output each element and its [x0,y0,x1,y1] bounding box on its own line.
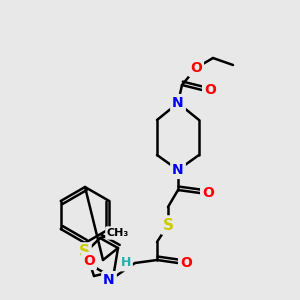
Text: O: O [190,61,202,75]
Text: O: O [204,83,216,97]
Text: O: O [202,186,214,200]
Text: N: N [172,163,184,177]
Text: S: S [163,218,173,232]
Text: H: H [121,256,131,269]
Text: O: O [83,254,95,268]
Text: N: N [103,273,115,287]
Text: N: N [172,96,184,110]
Text: CH₃: CH₃ [107,228,129,238]
Text: S: S [79,244,89,260]
Text: O: O [180,256,192,270]
